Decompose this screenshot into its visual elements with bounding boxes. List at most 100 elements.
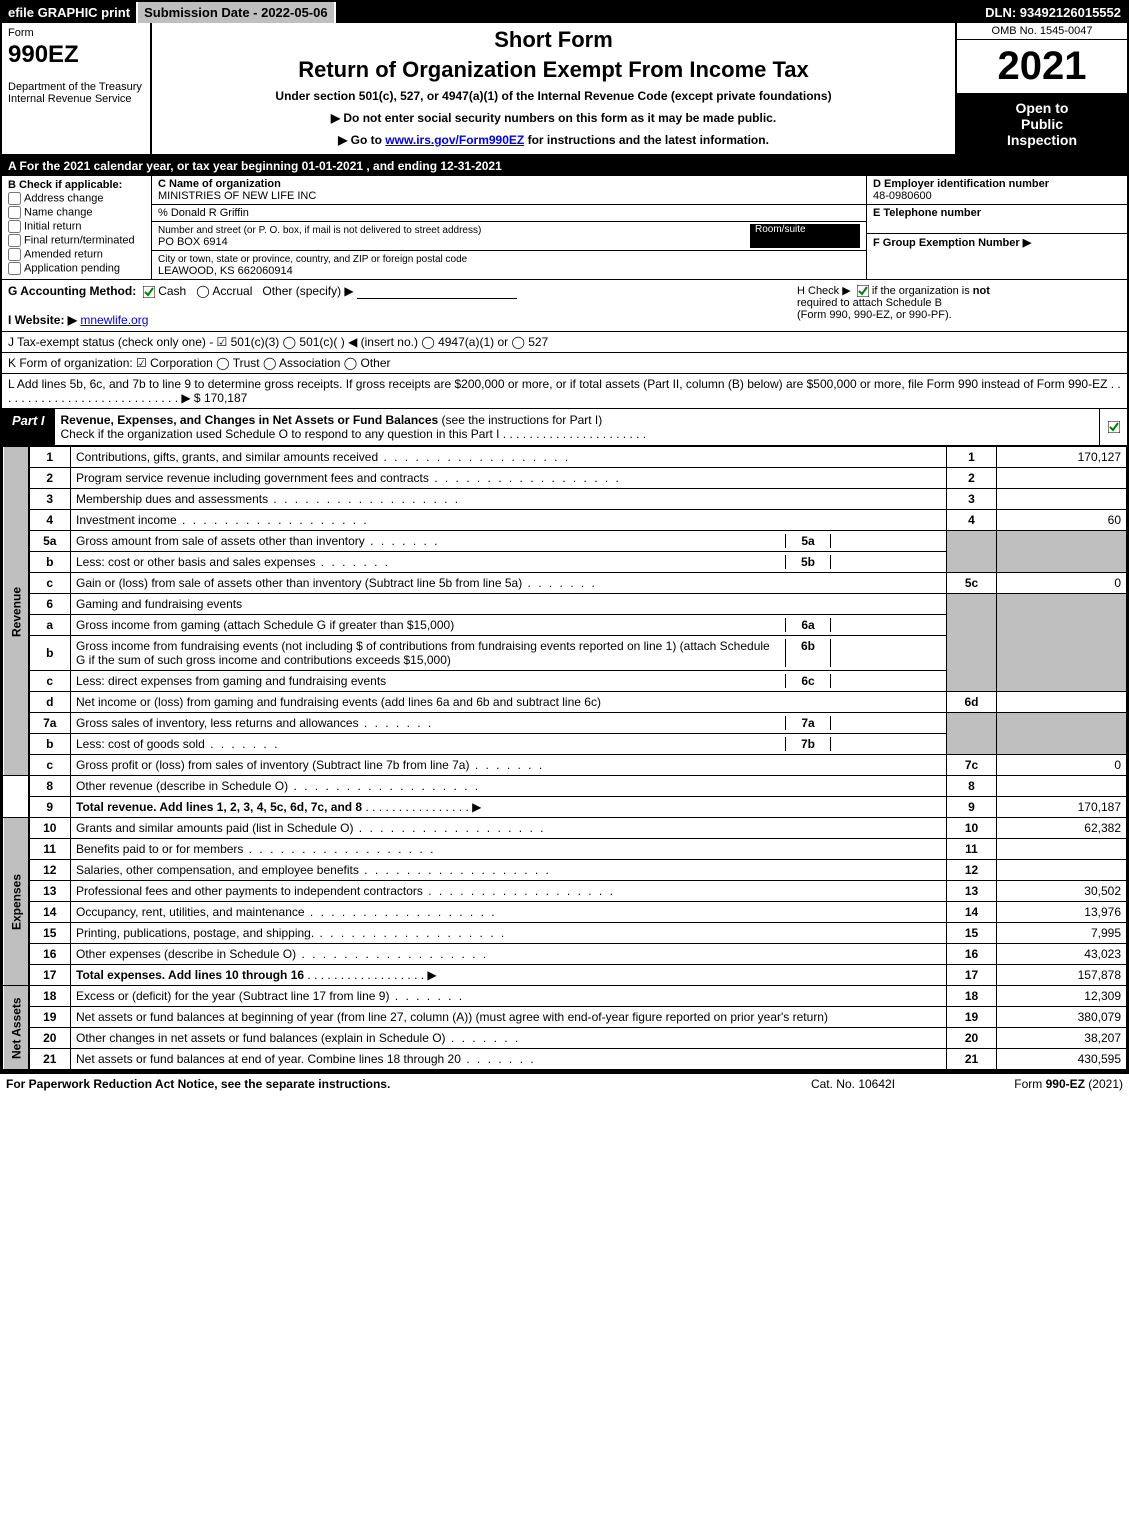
h-text3: required to attach Schedule B: [797, 297, 942, 309]
checkbox-final[interactable]: [8, 234, 21, 247]
line-num: 20: [29, 1028, 71, 1049]
line-num: 13: [29, 881, 71, 902]
line-num: 11: [29, 839, 71, 860]
ein: 48-0980600: [873, 190, 932, 202]
checkbox-name[interactable]: [8, 206, 21, 219]
line-col: 10: [947, 818, 997, 839]
sidebar-netassets: Net Assets: [3, 986, 29, 1070]
lbl-amended: Amended return: [24, 248, 103, 260]
line-desc: Contributions, gifts, grants, and simila…: [71, 447, 947, 468]
open-to-public: Open to Public Inspection: [957, 94, 1127, 154]
lbl-final: Final return/terminated: [24, 234, 135, 246]
irs-link[interactable]: www.irs.gov/Form990EZ: [385, 133, 524, 147]
row-g-h: G Accounting Method: Cash ◯ Accrual Othe…: [2, 280, 1127, 332]
line-amount: 13,976: [997, 902, 1127, 923]
line-num: 5a: [29, 531, 71, 552]
city: LEAWOOD, KS 662060914: [158, 265, 293, 277]
sub-desc: Gross income from gaming (attach Schedul…: [76, 618, 785, 632]
sub-desc: Less: cost or other basis and sales expe…: [76, 555, 785, 569]
line-col: 20: [947, 1028, 997, 1049]
line-col: 14: [947, 902, 997, 923]
section-b-header: B Check if applicable:: [8, 179, 145, 191]
cb-address-change[interactable]: Address change: [8, 192, 145, 205]
table-row: 19 Net assets or fund balances at beginn…: [3, 1007, 1127, 1028]
table-row: Net Assets 18 Excess or (deficit) for th…: [3, 986, 1127, 1007]
line-amount: [997, 860, 1127, 881]
line-num: c: [29, 573, 71, 594]
l-amount: 170,187: [204, 391, 247, 405]
org-name: MINISTRIES OF NEW LIFE INC: [158, 190, 316, 202]
checkbox-application[interactable]: [8, 262, 21, 275]
city-block: City or town, state or province, country…: [152, 251, 866, 279]
lbl-address: Address change: [24, 192, 104, 204]
line-desc: Membership dues and assessments: [71, 489, 947, 510]
line-col: 3: [947, 489, 997, 510]
dln: DLN: 93492126015552: [979, 2, 1127, 23]
line-col: 2: [947, 468, 997, 489]
checkbox-address[interactable]: [8, 192, 21, 205]
form-subtitle: Under section 501(c), 527, or 4947(a)(1)…: [160, 89, 947, 103]
line-num: 1: [29, 447, 71, 468]
line-num: 14: [29, 902, 71, 923]
cb-final-return[interactable]: Final return/terminated: [8, 234, 145, 247]
part-1-desc: Revenue, Expenses, and Changes in Net As…: [55, 409, 1099, 445]
footer-right-post: (2021): [1085, 1077, 1123, 1091]
check-icon: [1108, 421, 1120, 433]
checkbox-amended[interactable]: [8, 248, 21, 261]
line-desc: Investment income: [71, 510, 947, 531]
table-row: 7a Gross sales of inventory, less return…: [3, 713, 1127, 734]
cb-application[interactable]: Application pending: [8, 262, 145, 275]
line-num: d: [29, 692, 71, 713]
line-desc: Net assets or fund balances at end of ye…: [71, 1049, 947, 1070]
top-bar: efile GRAPHIC print Submission Date - 20…: [2, 2, 1127, 23]
grey-cell: [997, 594, 1127, 692]
section-c: C Name of organization MINISTRIES OF NEW…: [152, 176, 867, 279]
table-row: 15 Printing, publications, postage, and …: [3, 923, 1127, 944]
street-label: Number and street (or P. O. box, if mail…: [158, 225, 481, 236]
cb-amended[interactable]: Amended return: [8, 248, 145, 261]
section-h: H Check ▶ if the organization is not req…: [791, 284, 1121, 321]
line-col: 21: [947, 1049, 997, 1070]
part-1-table: Revenue 1 Contributions, gifts, grants, …: [2, 446, 1127, 1070]
instruction-pre: ▶ Go to: [338, 133, 385, 147]
line-amount: [997, 839, 1127, 860]
short-form-title: Short Form: [160, 27, 947, 53]
row-j: J Tax-exempt status (check only one) - ☑…: [2, 332, 1127, 353]
tax-year: 2021: [957, 40, 1127, 94]
line-num: 16: [29, 944, 71, 965]
cb-initial-return[interactable]: Initial return: [8, 220, 145, 233]
sub-desc: Gross income from fundraising events (no…: [76, 639, 785, 667]
line-desc: Less: cost or other basis and sales expe…: [71, 552, 947, 573]
street: PO BOX 6914: [158, 236, 228, 248]
line-desc: Less: direct expenses from gaming and fu…: [71, 671, 947, 692]
footer-right-pre: Form: [1014, 1077, 1045, 1091]
line-num: a: [29, 615, 71, 636]
table-row: Revenue 1 Contributions, gifts, grants, …: [3, 447, 1127, 468]
line-amount: 60: [997, 510, 1127, 531]
instruction-ssn: ▶ Do not enter social security numbers o…: [160, 111, 947, 125]
table-row: 12 Salaries, other compensation, and emp…: [3, 860, 1127, 881]
line-desc: Gain or (loss) from sale of assets other…: [71, 573, 947, 594]
line-desc: Gross sales of inventory, less returns a…: [71, 713, 947, 734]
section-a: A For the 2021 calendar year, or tax yea…: [2, 156, 1127, 176]
checkbox-initial[interactable]: [8, 220, 21, 233]
city-label: City or town, state or province, country…: [158, 254, 467, 265]
cb-name-change[interactable]: Name change: [8, 206, 145, 219]
line-amount: 0: [997, 573, 1127, 594]
line-desc: Grants and similar amounts paid (list in…: [71, 818, 947, 839]
line-num: 18: [29, 986, 71, 1007]
efile-print[interactable]: efile GRAPHIC print: [2, 2, 138, 23]
line-col: 17: [947, 965, 997, 986]
line-col: 16: [947, 944, 997, 965]
line-num: b: [29, 552, 71, 573]
part-1-checkbox[interactable]: [1099, 409, 1127, 445]
line-col: 8: [947, 776, 997, 797]
sub-box: 5b: [785, 555, 831, 569]
line-desc: Other revenue (describe in Schedule O): [71, 776, 947, 797]
careof: % Donald R Griffin: [158, 207, 249, 219]
grey-cell: [947, 713, 997, 755]
table-row: 9 Total revenue. Add lines 1, 2, 3, 4, 5…: [3, 797, 1127, 818]
line-col: 1: [947, 447, 997, 468]
phone-label: E Telephone number: [873, 207, 981, 219]
website-link[interactable]: mnewlife.org: [80, 313, 148, 327]
